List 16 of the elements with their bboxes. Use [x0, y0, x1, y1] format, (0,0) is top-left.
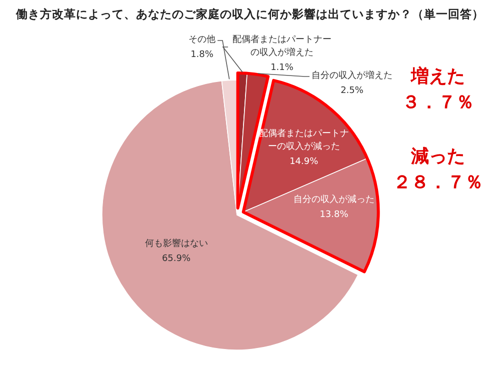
text: ２８．７％: [393, 172, 483, 193]
data-label: 13.8%: [318, 209, 350, 222]
data-label: 65.9%: [160, 252, 192, 266]
data-label: 1.1%: [270, 63, 294, 73]
slice-label: 何も影響はない: [144, 238, 208, 251]
text: 増えた: [410, 65, 465, 87]
text: ３．７％: [402, 92, 474, 113]
slice-label: 自分の収入が減った: [293, 194, 374, 208]
text: 減った: [410, 146, 465, 167]
data-label: 14.9%: [288, 156, 320, 169]
slice-label: その他: [188, 34, 216, 47]
chart-title: 働き方改革によって、あなたのご家庭の収入に何か影響は出ていますか？（単一回答）: [15, 7, 484, 21]
data-label: 2.5%: [340, 86, 364, 96]
slice-label: 自分の収入が増えた: [312, 70, 392, 83]
data-label: 1.8%: [190, 50, 214, 60]
slice-label: 配偶者またはパートナーの収入が増えた: [232, 34, 332, 60]
